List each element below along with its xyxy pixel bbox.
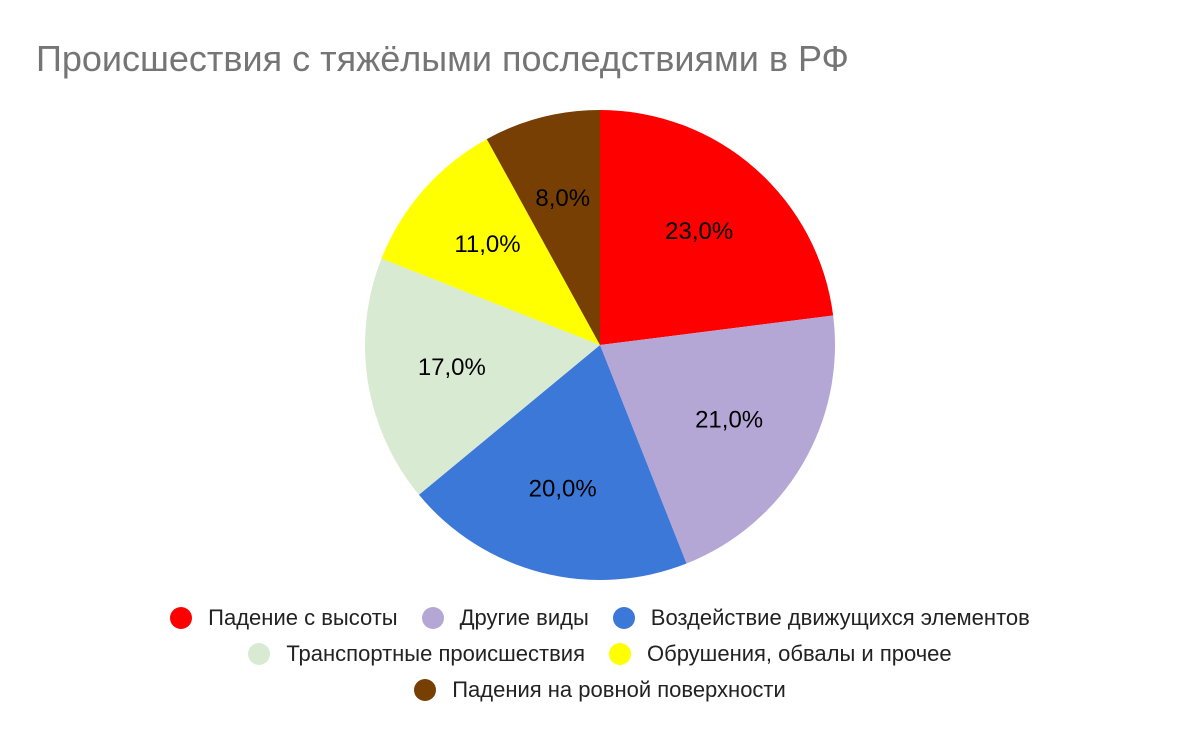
- data-label-other-types: 21,0%: [695, 407, 763, 434]
- pie-slice-other-types[interactable]: [600, 315, 835, 564]
- data-label-transport-incidents: 17,0%: [418, 354, 486, 381]
- data-label-moving-elements: 20,0%: [529, 476, 597, 503]
- legend-row-3: Падения на ровной поверхности: [0, 672, 1200, 708]
- pie-slice-transport-incidents[interactable]: [365, 258, 600, 495]
- legend-swatch: [248, 643, 271, 665]
- legend-label: Воздействие движущихся элементов: [650, 605, 1030, 630]
- data-label-falls-from-height: 23,0%: [665, 218, 733, 245]
- pie-slice-falls-level-surface[interactable]: [486, 110, 600, 345]
- legend-item-falls-level-surface[interactable]: Падения на ровной поверхности: [414, 677, 786, 703]
- pie-slice-moving-elements[interactable]: [418, 345, 687, 580]
- legend-row-2: Транспортные происшествия Обрушения, обв…: [0, 636, 1200, 672]
- legend-item-collapses[interactable]: Обрушения, обвалы и прочее: [608, 641, 952, 667]
- pie-slice-falls-from-height[interactable]: [600, 110, 834, 345]
- chart-title: Происшествия с тяжёлыми последствиями в …: [36, 38, 849, 79]
- data-label-falls-level-surface: 8,0%: [535, 185, 590, 212]
- legend-label: Обрушения, обвалы и прочее: [646, 641, 952, 666]
- legend-label: Падения на ровной поверхности: [452, 677, 786, 702]
- legend-swatch: [612, 607, 635, 629]
- legend-label: Транспортные происшествия: [286, 641, 585, 666]
- data-label-collapses: 11,0%: [454, 231, 520, 258]
- legend-swatch: [608, 643, 631, 665]
- pie-slice-collapses[interactable]: [381, 139, 600, 345]
- legend-item-other-types[interactable]: Другие виды: [421, 605, 589, 631]
- legend-label: Падение с высоты: [208, 605, 398, 630]
- legend-label: Другие виды: [459, 605, 589, 630]
- legend-item-falls-from-height[interactable]: Падение с высоты: [170, 605, 398, 631]
- legend-item-moving-elements[interactable]: Воздействие движущихся элементов: [612, 605, 1030, 631]
- legend-swatch: [421, 607, 444, 629]
- legend: Падение с высоты Другие виды Воздействие…: [0, 600, 1200, 708]
- legend-item-transport-incidents[interactable]: Транспортные происшествия: [248, 641, 585, 667]
- legend-swatch: [414, 679, 437, 701]
- legend-row-1: Падение с высоты Другие виды Воздействие…: [0, 600, 1200, 636]
- legend-swatch: [170, 607, 193, 629]
